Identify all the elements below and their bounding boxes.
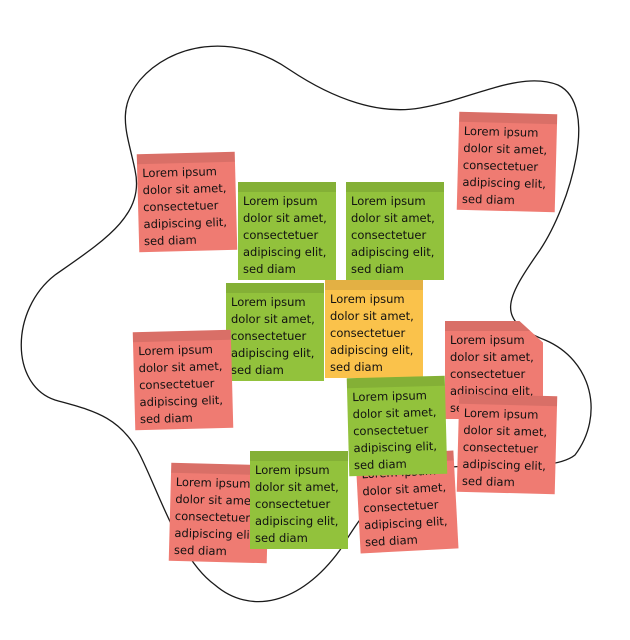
sticky-note-text: Lorem ipsum dolor sit amet, consectetuer… — [352, 388, 438, 473]
sticky-note: Lorem ipsum dolor sit amet, consectetuer… — [346, 182, 444, 280]
sticky-note: Lorem ipsum dolor sit amet, consectetuer… — [238, 182, 336, 280]
sticky-note-text: Lorem ipsum dolor sit amet, consectetuer… — [243, 194, 327, 276]
sticky-note: Lorem ipsum dolor sit amet, consectetuer… — [226, 283, 324, 381]
sticky-note-text: Lorem ipsum dolor sit amet, consectetuer… — [255, 463, 339, 545]
sticky-note-text: Lorem ipsum dolor sit amet, consectetuer… — [138, 342, 224, 427]
sticky-note-text: Lorem ipsum dolor sit amet, consectetuer… — [330, 292, 414, 374]
sticky-note: Lorem ipsum dolor sit amet, consectetuer… — [325, 280, 423, 378]
sticky-note-text: Lorem ipsum dolor sit amet, consectetuer… — [461, 123, 548, 208]
sticky-note: Lorem ipsum dolor sit amet, consectetuer… — [132, 329, 234, 431]
sticky-note-text: Lorem ipsum dolor sit amet, consectetuer… — [351, 194, 435, 276]
sticky-note: Lorem ipsum dolor sit amet, consectetuer… — [136, 151, 238, 253]
sticky-note-text: Lorem ipsum dolor sit amet, consectetuer… — [461, 405, 548, 490]
sticky-note: Lorem ipsum dolor sit amet, consectetuer… — [456, 111, 558, 213]
sticky-note: Lorem ipsum dolor sit amet, consectetuer… — [346, 375, 448, 477]
sticky-note-text: Lorem ipsum dolor sit amet, consectetuer… — [231, 295, 315, 377]
sticky-note: Lorem ipsum dolor sit amet, consectetuer… — [250, 451, 348, 549]
sticky-note: Lorem ipsum dolor sit amet, consectetuer… — [456, 393, 558, 495]
sticky-note-text: Lorem ipsum dolor sit amet, consectetuer… — [142, 164, 228, 249]
